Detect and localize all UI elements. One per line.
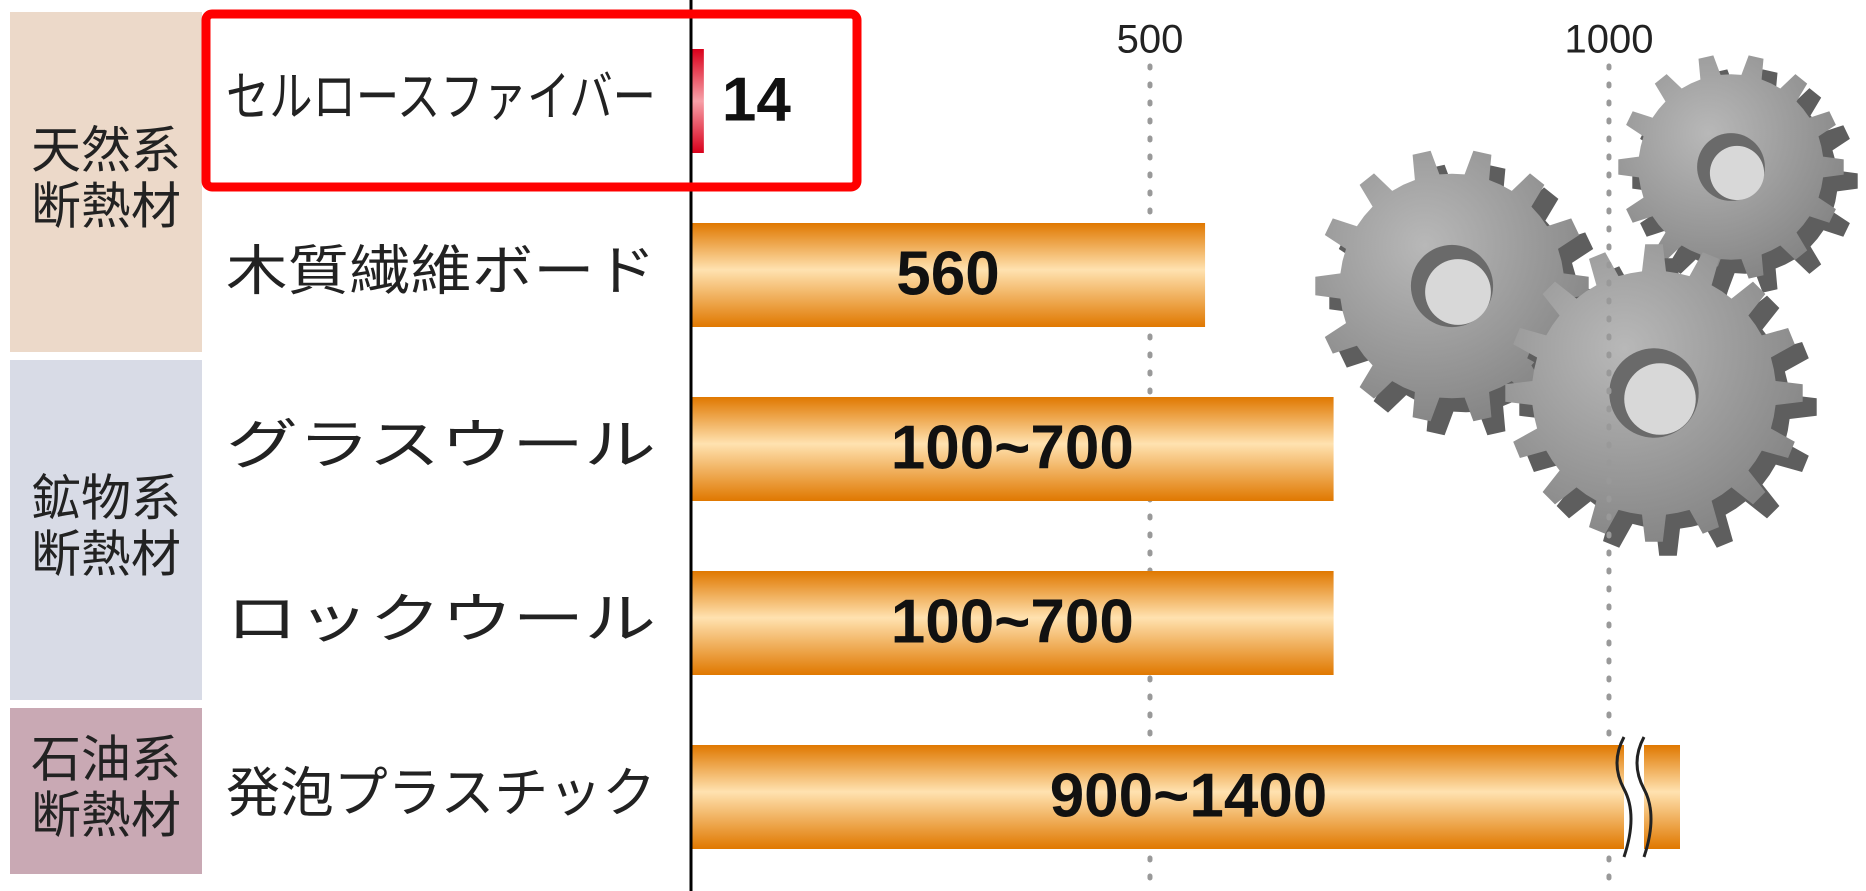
bar <box>691 223 1206 327</box>
group-label: 断熱材 <box>31 787 181 845</box>
highlight-box <box>201 9 862 192</box>
category-label: 木質繊維ボード <box>226 240 656 303</box>
value-label: 100~700 <box>891 587 1134 656</box>
category-label: グラスウール <box>226 414 656 477</box>
bars <box>691 49 1680 849</box>
value-label: 900~1400 <box>1050 761 1328 830</box>
value-label: 14 <box>722 65 791 134</box>
group-box <box>10 708 202 874</box>
gear-hole-inner <box>1624 363 1696 435</box>
group-box <box>10 360 202 700</box>
bar <box>691 397 1334 501</box>
gear-hole-inner <box>1425 259 1491 325</box>
group-label: 断熱材 <box>31 526 181 584</box>
value-label: 100~700 <box>891 413 1134 482</box>
bar <box>691 745 1680 849</box>
category-label: 発泡プラスチック <box>226 762 656 825</box>
bar <box>691 571 1334 675</box>
x-tick-label: 1000 <box>1564 18 1653 62</box>
group-label: 石油系 <box>31 731 181 789</box>
group-box <box>10 12 202 352</box>
value-label: 560 <box>896 239 999 308</box>
category-label: セルロースファイバー <box>226 66 656 129</box>
bar <box>691 49 704 153</box>
axis-break-gap <box>1624 737 1644 857</box>
gear-hole-inner <box>1709 145 1765 201</box>
axis-break <box>1615 736 1633 858</box>
category-label: ロックウール <box>226 588 656 651</box>
group-label: 天然系 <box>31 122 181 180</box>
axis-break <box>1635 736 1653 858</box>
group-label: 断熱材 <box>31 178 181 236</box>
x-tick-label: 500 <box>1117 18 1184 62</box>
group-label: 鉱物系 <box>31 470 181 528</box>
gear-decoration <box>1315 55 1858 556</box>
